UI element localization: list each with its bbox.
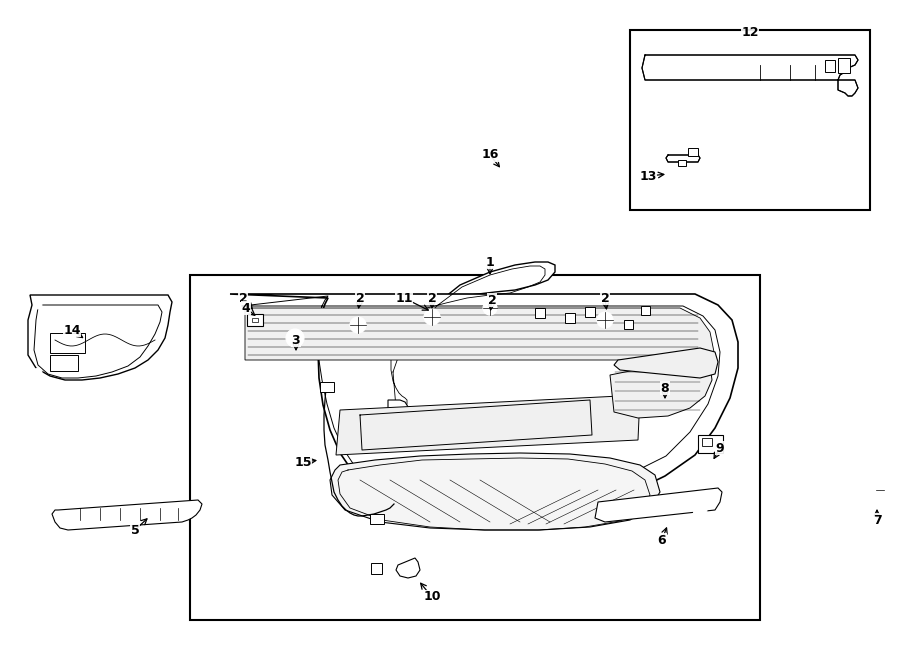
Text: 1: 1 <box>486 256 494 268</box>
Polygon shape <box>642 55 858 96</box>
Bar <box>565 313 575 323</box>
Polygon shape <box>336 395 640 455</box>
Text: 6: 6 <box>658 533 666 547</box>
Bar <box>585 307 595 317</box>
Bar <box>825 60 835 72</box>
Bar <box>371 563 382 574</box>
Circle shape <box>866 476 894 504</box>
Polygon shape <box>245 308 714 370</box>
Text: 13: 13 <box>639 169 657 182</box>
Bar <box>678 160 686 166</box>
Circle shape <box>483 301 497 315</box>
Circle shape <box>424 309 440 325</box>
Polygon shape <box>666 155 700 162</box>
Bar <box>535 308 545 318</box>
Bar <box>370 514 384 524</box>
Text: 3: 3 <box>292 334 301 346</box>
Bar <box>624 320 633 329</box>
Bar <box>688 148 698 156</box>
Bar <box>630 30 870 210</box>
Text: 10: 10 <box>423 590 441 603</box>
Circle shape <box>34 368 42 376</box>
Text: 2: 2 <box>238 292 248 305</box>
Text: 11: 11 <box>395 292 413 305</box>
Text: 2: 2 <box>356 292 364 305</box>
Text: 9: 9 <box>716 442 724 455</box>
Circle shape <box>597 312 613 328</box>
Circle shape <box>186 506 194 514</box>
Polygon shape <box>330 453 660 530</box>
Text: 2: 2 <box>428 292 436 305</box>
Text: 16: 16 <box>482 149 499 161</box>
Circle shape <box>132 307 148 323</box>
Circle shape <box>161 301 169 309</box>
Polygon shape <box>614 348 718 378</box>
Text: 4: 4 <box>241 301 250 315</box>
Text: 5: 5 <box>130 524 140 537</box>
Polygon shape <box>52 500 202 530</box>
Polygon shape <box>388 262 555 415</box>
Circle shape <box>34 301 42 309</box>
Bar <box>50 355 78 371</box>
Polygon shape <box>610 360 712 418</box>
Bar <box>190 275 760 620</box>
Polygon shape <box>230 294 738 515</box>
Bar <box>698 435 723 453</box>
Circle shape <box>64 512 72 520</box>
Text: 2: 2 <box>488 293 497 307</box>
Text: 2: 2 <box>600 292 609 305</box>
Circle shape <box>872 482 888 498</box>
Circle shape <box>290 333 300 343</box>
Polygon shape <box>595 488 722 522</box>
Bar <box>641 306 650 315</box>
Bar <box>320 382 334 392</box>
Bar <box>838 58 850 73</box>
Bar <box>247 314 263 326</box>
Circle shape <box>693 503 707 517</box>
Text: 15: 15 <box>294 455 311 469</box>
Circle shape <box>697 506 704 514</box>
Text: 12: 12 <box>742 26 759 38</box>
Bar <box>252 318 258 322</box>
Text: 8: 8 <box>661 381 670 395</box>
Circle shape <box>286 329 304 347</box>
Polygon shape <box>28 295 172 380</box>
Text: 7: 7 <box>873 514 881 527</box>
Circle shape <box>350 317 366 333</box>
Bar <box>702 438 712 446</box>
Bar <box>50 333 85 353</box>
Polygon shape <box>396 558 420 578</box>
Polygon shape <box>388 400 410 425</box>
Text: 14: 14 <box>63 323 81 336</box>
